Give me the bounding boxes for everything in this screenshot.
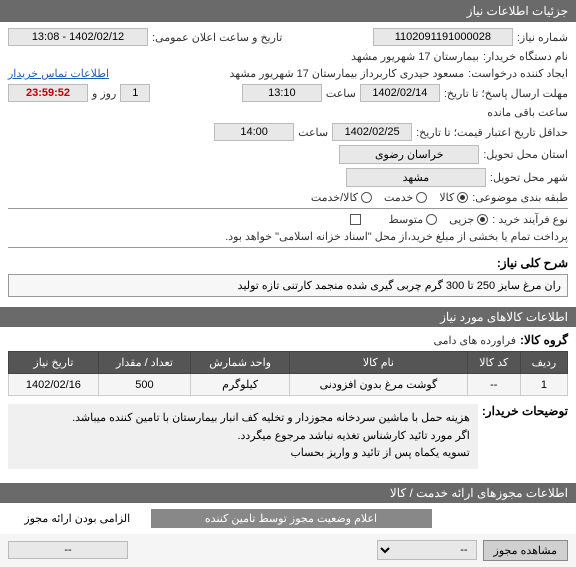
countdown-timer: 23:59:52 [8,84,88,102]
buyer-notes-text: هزینه حمل با ماشین سردخانه مجوزدار و تخل… [72,412,470,459]
info-section: شماره نیاز: 1102091191000028 تاریخ و ساع… [0,22,576,303]
category-label: طبقه بندی موضوعی: [472,191,568,204]
main-container: جزئیات اطلاعات نیاز شماره نیاز: 11020911… [0,0,576,567]
proc-partial-label: جزیی [449,213,474,226]
radio-service[interactable] [416,192,427,203]
th-5: تاریخ نیاز [9,352,99,374]
buyer-notes-label: توضیحات خریدار: [482,404,568,418]
validity-label: حداقل تاریخ اعتبار قیمت؛ تا تاریخ: [416,126,568,139]
time-label-2: ساعت [298,126,328,139]
td-4: 500 [98,374,190,396]
city-label: شهر محل تحویل: [490,171,568,184]
page-title: جزئیات اطلاعات نیاز [467,4,568,18]
td-3: کیلوگرم [191,374,290,396]
page-header: جزئیات اطلاعات نیاز [0,0,576,22]
license-col1-header: الزامی بودن ارائه مجوز [8,509,147,528]
province-value: خراسان رضوی [339,145,479,164]
category-radio-group: کالا خدمت کالا/خدمت [311,191,468,204]
th-0: ردیف [520,352,567,374]
items-table: ردیف کد کالا نام کالا واحد شمارش تعداد /… [8,351,568,396]
buyer-label: نام دستگاه خریدار: [483,50,568,63]
th-2: نام کالا [290,352,468,374]
license-status-select[interactable]: -- [377,540,477,560]
province-label: استان محل تحویل: [483,148,568,161]
cat-goods-label: کالا [439,191,454,204]
announce-label: تاریخ و ساعت اعلان عمومی: [152,31,282,44]
deadline-time: 13:10 [242,84,322,102]
days-value: 1 [120,84,150,102]
license-header: اطلاعات مجوزهای ارائه خدمت / کالا [0,483,576,503]
group-value: فراورده های دامی [433,334,516,347]
license-col2-header: اعلام وضعیت مجوز توسط تامین کننده [151,509,432,528]
need-number-label: شماره نیاز: [517,31,568,44]
radio-both[interactable] [361,192,372,203]
cat-service-label: خدمت [384,191,413,204]
items-header: اطلاعات کالاهای مورد نیاز [0,307,576,327]
items-header-text: اطلاعات کالاهای مورد نیاز [440,310,568,324]
td-5: 1402/02/16 [9,374,99,396]
radio-partial[interactable] [477,214,488,225]
license-header-text: اطلاعات مجوزهای ارائه خدمت / کالا [390,486,568,500]
validity-time: 14:00 [214,123,294,141]
need-number-value: 1102091191000028 [373,28,513,46]
td-2: گوشت مرغ بدون افزودنی [290,374,468,396]
buyer-value: بیمارستان 17 شهریور مشهد [351,50,479,63]
table-row[interactable]: 1 -- گوشت مرغ بدون افزودنی کیلوگرم 500 1… [9,374,568,396]
td-1: -- [467,374,520,396]
view-license-button[interactable]: مشاهده مجوز [483,540,568,561]
radio-medium[interactable] [426,214,437,225]
requester-label: ایجاد کننده درخواست: [468,67,568,80]
days-label: روز و [92,87,116,100]
summary-text: ران مرغ سایز 250 تا 300 گرم چربی گیری شد… [238,280,561,292]
license-row: مشاهده مجوز -- -- [0,534,576,567]
cat-both-label: کالا/خدمت [311,191,358,204]
remaining-label: ساعت باقی مانده [487,106,568,119]
validity-date: 1402/02/25 [332,123,412,141]
contact-link[interactable]: اطلاعات تماس خریدار [8,67,109,80]
th-1: کد کالا [467,352,520,374]
th-4: تعداد / مقدار [98,352,190,374]
announce-value: 1402/02/12 - 13:08 [8,28,148,46]
summary-box: ران مرغ سایز 250 تا 300 گرم چربی گیری شد… [8,274,568,297]
process-radio-group: جزیی متوسط [389,213,489,226]
buyer-notes-box: هزینه حمل با ماشین سردخانه مجوزدار و تخل… [8,404,478,469]
city-value: مشهد [346,168,486,187]
deadline-date: 1402/02/14 [360,84,440,102]
table-header-row: ردیف کد کالا نام کالا واحد شمارش تعداد /… [9,352,568,374]
summary-label: شرح کلی نیاز: [497,256,568,270]
process-label: نوع فرآیند خرید : [492,213,568,226]
time-label-1: ساعت [326,87,356,100]
deadline-label: مهلت ارسال پاسخ؛ تا تاریخ: [444,87,568,100]
proc-medium-label: متوسط [389,213,424,226]
payment-checkbox[interactable] [350,214,361,225]
radio-goods[interactable] [457,192,468,203]
group-label: گروه کالا: [520,333,568,347]
payment-note: پرداخت تمام یا بخشی از مبلغ خرید،از محل … [225,230,568,243]
td-0: 1 [520,374,567,396]
requester-value: مسعود حیدری کاربرداز بیمارستان 17 شهریور… [230,67,465,80]
th-3: واحد شمارش [191,352,290,374]
